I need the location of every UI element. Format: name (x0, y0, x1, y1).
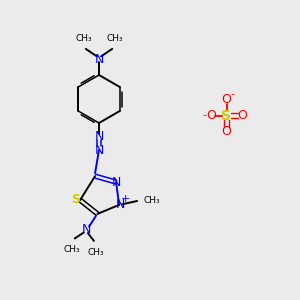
Text: CH₃: CH₃ (87, 248, 104, 257)
Text: N: N (94, 130, 104, 143)
Text: N: N (94, 53, 104, 66)
Text: O: O (222, 124, 231, 138)
Text: N: N (81, 223, 91, 236)
Text: N: N (116, 198, 125, 211)
Text: -: - (230, 89, 235, 99)
Text: +: + (121, 194, 130, 204)
Text: CH₃: CH₃ (75, 34, 92, 43)
Text: N: N (111, 176, 121, 189)
Text: CH₃: CH₃ (63, 245, 80, 254)
Text: O: O (237, 109, 247, 122)
Text: O: O (222, 93, 231, 106)
Text: CH₃: CH₃ (143, 196, 160, 205)
Text: S: S (71, 193, 80, 206)
Text: O: O (206, 109, 216, 122)
Text: CH₃: CH₃ (106, 34, 123, 43)
Text: N: N (94, 143, 104, 157)
Text: S: S (221, 109, 232, 122)
Text: -: - (202, 110, 206, 121)
